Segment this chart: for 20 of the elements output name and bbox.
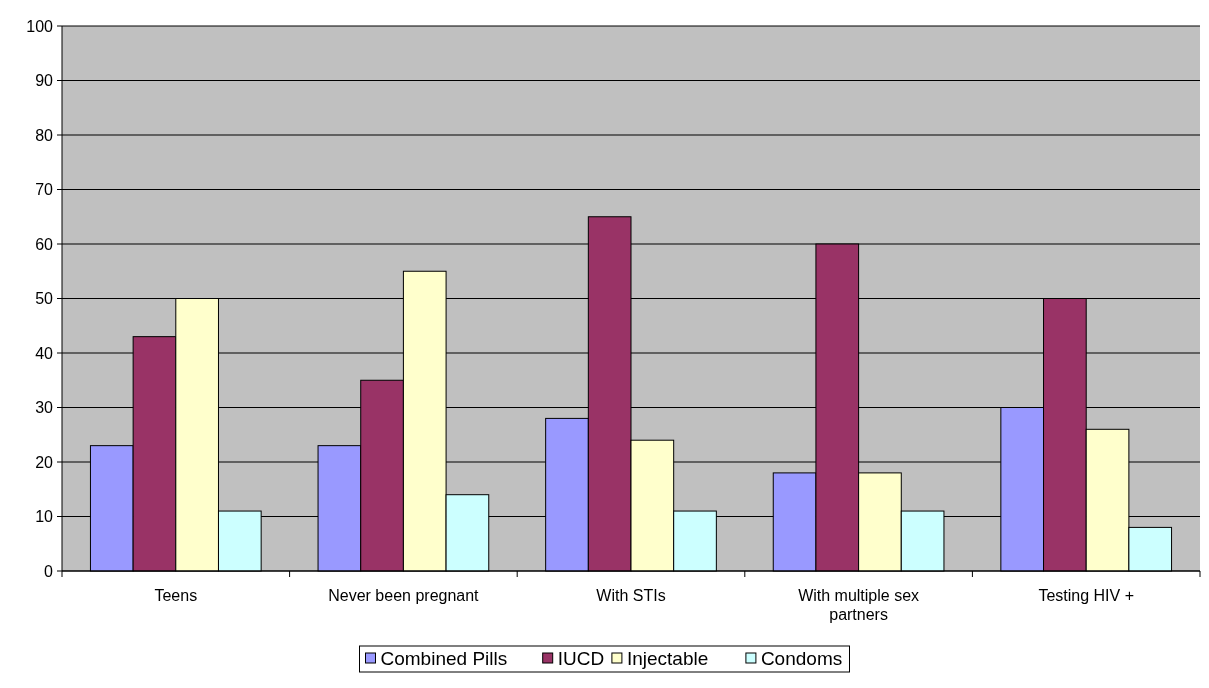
y-tick-label: 80 xyxy=(35,126,54,144)
x-tick-label: Teens xyxy=(154,587,198,604)
legend-label: Combined Pills xyxy=(380,647,508,669)
x-tick-label: Never been pregnant xyxy=(328,587,480,604)
legend-label: IUCD xyxy=(557,647,605,669)
y-tick-label: 30 xyxy=(35,399,54,417)
x-tick-label: Testing HIV + xyxy=(1038,587,1134,604)
y-tick-label: 50 xyxy=(35,290,54,308)
y-tick-label: 60 xyxy=(35,235,54,253)
y-tick-label: 100 xyxy=(26,17,54,35)
legend-label: Condoms xyxy=(760,647,843,669)
y-tick-label: 70 xyxy=(35,181,54,199)
y-tick-label: 0 xyxy=(44,562,54,580)
x-tick-label: With STIs xyxy=(596,587,666,604)
x-tick-label: With multiple sex partners xyxy=(798,587,920,623)
y-tick-label: 90 xyxy=(35,72,54,90)
y-tick-label: 20 xyxy=(35,453,54,471)
y-tick-label: 40 xyxy=(35,344,54,362)
y-tick-label: 10 xyxy=(35,508,54,526)
legend-label: Injectable xyxy=(626,647,709,669)
